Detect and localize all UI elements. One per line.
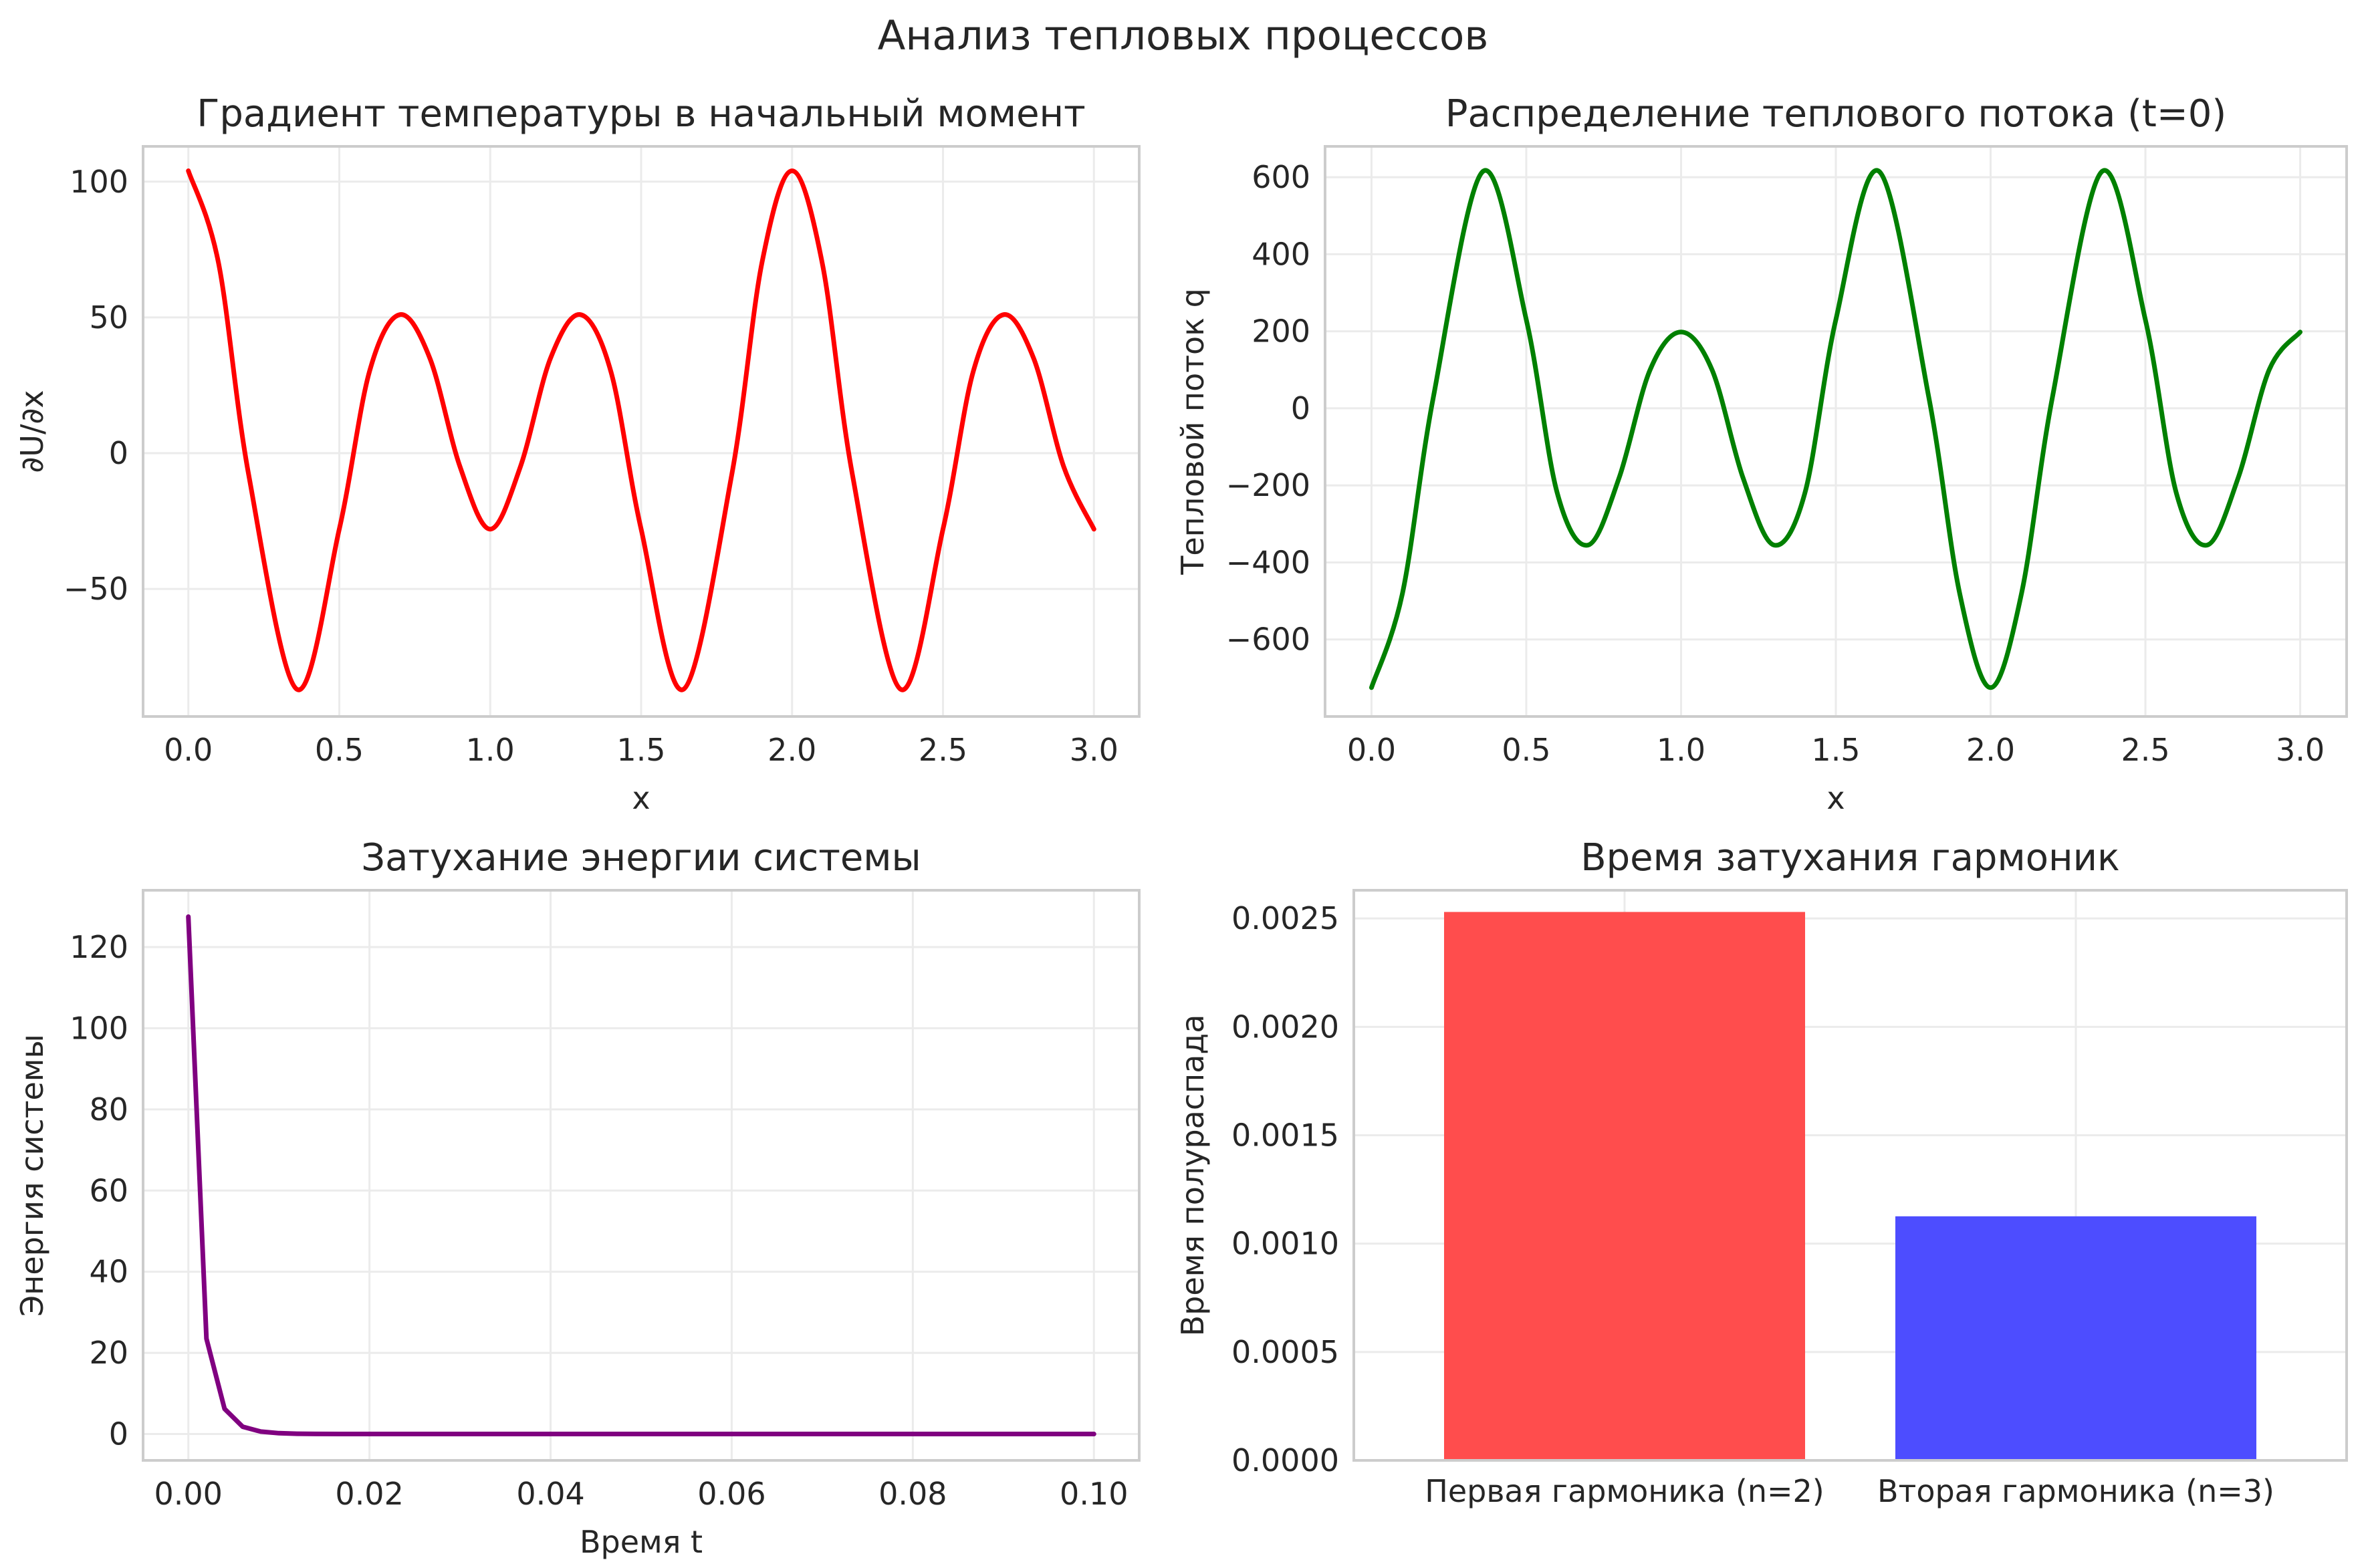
x-tick-label: 1.5 xyxy=(1811,732,1860,768)
x-axis-label: x xyxy=(1826,780,1845,816)
x-tick-label: 0.0 xyxy=(1347,732,1396,768)
data-line xyxy=(186,168,1096,692)
y-tick-label: 600 xyxy=(1252,159,1310,195)
data-line xyxy=(186,914,1096,1436)
y-axis-label: Энергия системы xyxy=(14,1034,50,1317)
x-tick-label: 0.0 xyxy=(164,732,213,768)
y-tick-label: 0.0010 xyxy=(1231,1226,1339,1262)
y-tick-label: 0.0005 xyxy=(1231,1334,1339,1370)
bar xyxy=(1895,1216,2256,1460)
y-tick-label: 60 xyxy=(89,1172,128,1208)
x-tick-label: 0.5 xyxy=(1502,732,1550,768)
y-tick-label: 0.0020 xyxy=(1231,1009,1339,1045)
y-tick-label: 0 xyxy=(109,435,128,471)
x-tick-label: 1.5 xyxy=(616,732,665,768)
chart-title: Затухание энергии системы xyxy=(361,836,921,880)
x-tick-label: 0.00 xyxy=(154,1476,223,1512)
y-tick-label: −200 xyxy=(1226,467,1310,503)
x-tick-label: 0.02 xyxy=(335,1476,403,1512)
y-tick-label: 0.0000 xyxy=(1231,1442,1339,1478)
y-tick-label: −600 xyxy=(1226,622,1310,658)
x-tick-label: 0.04 xyxy=(516,1476,584,1512)
y-tick-label: 0.0015 xyxy=(1231,1117,1339,1153)
x-tick-label: 1.0 xyxy=(466,732,515,768)
y-tick-label: −400 xyxy=(1226,544,1310,580)
chart-title: Время затухания гармоник xyxy=(1580,836,2120,880)
y-tick-label: 100 xyxy=(70,164,128,200)
x-tick-label: 0.08 xyxy=(878,1476,947,1512)
x-tick-label: 0.5 xyxy=(315,732,364,768)
y-tick-label: 400 xyxy=(1252,236,1310,272)
y-axis-label: ∂U/∂x xyxy=(14,390,50,473)
y-tick-label: 40 xyxy=(89,1254,128,1290)
energy-decay-chart: 0 20 40 60 80 100 120 0.00 0.02 0.04 0.06 0.08 0.10 З… xyxy=(14,836,1141,1560)
axes-frame xyxy=(1352,889,2348,1462)
gradient-chart: −50 0 50 100 0.0 0.5 1.0 1.5 2.0 2.5 3.0 Градиент т… xyxy=(14,92,1141,816)
chart-title: Градиент температуры в начальный момент xyxy=(197,92,1086,136)
y-tick-label: 0.0025 xyxy=(1231,900,1339,936)
y-tick-label: 20 xyxy=(89,1335,128,1371)
y-tick-label: −50 xyxy=(64,571,128,607)
decay-time-chart: 0.0000 0.0005 0.0010 0.0015 0.0020 0.0025 Перв… xyxy=(1175,836,2348,1509)
x-tick-label: 3.0 xyxy=(1070,732,1118,768)
x-tick-label: Вторая гармоника (n=3) xyxy=(1877,1473,2274,1509)
x-tick-label: 1.0 xyxy=(1657,732,1705,768)
axes-frame xyxy=(142,889,1141,1462)
x-tick-label: 2.5 xyxy=(919,732,967,768)
x-tick-label: Первая гармоника (n=2) xyxy=(1425,1473,1824,1509)
axes-frame xyxy=(1324,145,2348,718)
y-tick-label: 200 xyxy=(1252,313,1310,350)
y-tick-label: 100 xyxy=(70,1010,128,1046)
x-tick-label: 2.0 xyxy=(1966,732,2015,768)
bar xyxy=(1444,912,1805,1460)
x-tick-label: 2.5 xyxy=(2121,732,2169,768)
y-tick-label: 50 xyxy=(89,299,128,336)
heat-flux-chart: −600 −400 −200 0 200 400 600 0.0 0.5 1.0 1.5 2.0 2.5… xyxy=(1175,92,2348,816)
x-tick-label: 0.06 xyxy=(697,1476,765,1512)
grid xyxy=(143,890,1139,1460)
y-tick-label: 0 xyxy=(109,1416,128,1452)
x-axis-label: Время t xyxy=(580,1524,703,1560)
figure-title: Анализ тепловых процессов xyxy=(877,12,1489,59)
x-tick-label: 3.0 xyxy=(2276,732,2325,768)
x-tick-label: 2.0 xyxy=(767,732,816,768)
y-axis-label: Тепловой поток q xyxy=(1175,288,1211,575)
y-tick-label: 80 xyxy=(89,1091,128,1128)
x-tick-label: 0.10 xyxy=(1060,1476,1128,1512)
x-axis-label: x xyxy=(632,780,650,816)
grid xyxy=(1325,146,2347,716)
y-tick-label: 120 xyxy=(70,929,128,965)
data-line xyxy=(1369,168,2302,690)
y-tick-label: 0 xyxy=(1291,390,1310,426)
y-axis-label: Время полураспада xyxy=(1175,1015,1211,1337)
grid xyxy=(143,146,1139,716)
axes-frame xyxy=(142,145,1141,718)
chart-title: Распределение теплового потока (t=0) xyxy=(1445,92,2227,136)
